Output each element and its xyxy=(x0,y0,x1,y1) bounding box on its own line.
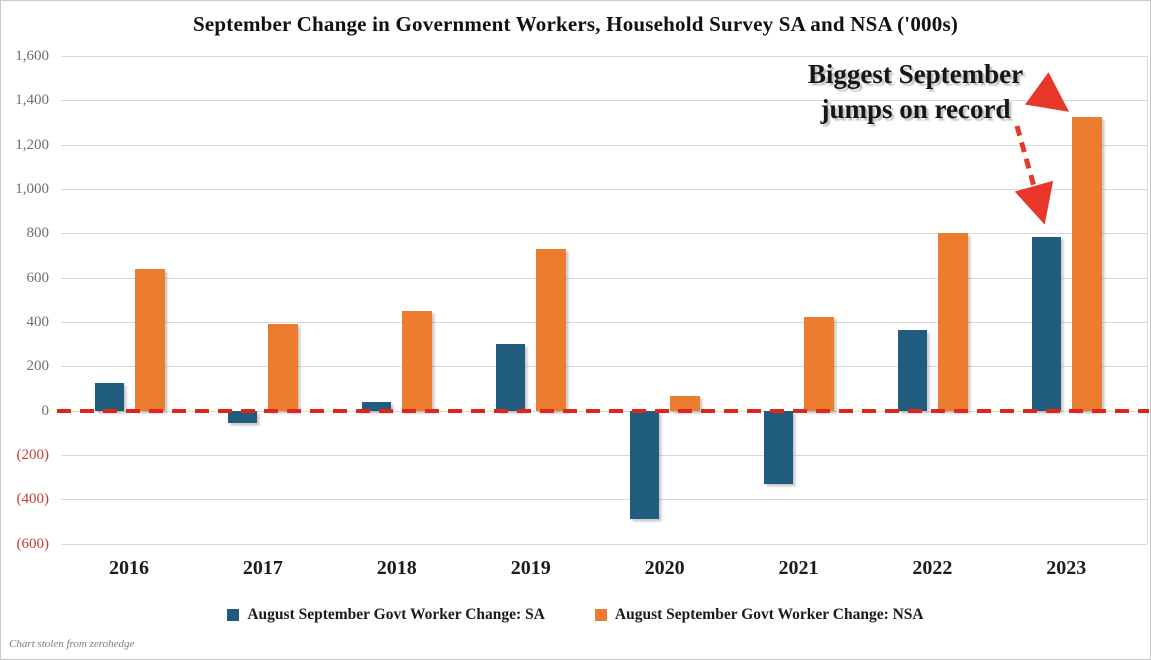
bar-2020-nsa xyxy=(670,396,701,411)
y-tick-0: 0 xyxy=(41,402,50,419)
bar-2022-sa xyxy=(897,329,927,411)
y-tick--200: (200) xyxy=(16,446,50,463)
gridline-1600 xyxy=(61,56,1147,57)
bar-2021-nsa xyxy=(804,317,834,411)
credit-text: Chart stolen from zerohedge xyxy=(9,638,135,650)
gridline--400 xyxy=(61,499,1147,501)
legend-item-nsa: August September Govt Worker Change: NSA xyxy=(594,606,924,624)
legend-label-nsa: August September Govt Worker Change: NSA xyxy=(614,606,924,623)
y-tick--600: (600) xyxy=(16,535,50,552)
bar-2020-sa xyxy=(630,410,660,520)
x-label-2021: 2021 xyxy=(778,557,819,579)
bar-2016-sa xyxy=(94,382,124,411)
x-label-2019: 2019 xyxy=(510,557,551,579)
y-tick-400: 400 xyxy=(26,313,50,330)
annotation-line1: Biggest September xyxy=(807,59,1024,89)
y-tick-200: 200 xyxy=(26,358,50,375)
gridline-1400 xyxy=(61,100,1147,102)
gridline-400 xyxy=(61,321,1147,323)
chart-title: September Change in Government Workers, … xyxy=(192,12,959,36)
bar-2017-sa xyxy=(228,410,258,423)
bar-2016-nsa xyxy=(134,268,165,411)
bar-2018-sa xyxy=(362,401,392,411)
legend-swatch-nsa-icon xyxy=(594,609,607,621)
annotation-line2: jumps on record xyxy=(820,94,1011,125)
x-label-2022: 2022 xyxy=(912,557,953,579)
bar-2019-sa xyxy=(496,344,526,411)
x-label-2017: 2017 xyxy=(242,557,283,579)
x-label-2020: 2020 xyxy=(644,557,685,579)
gridline-600 xyxy=(61,277,1147,279)
plot-right-border xyxy=(1147,56,1148,544)
x-label-2016: 2016 xyxy=(109,557,149,579)
legend-swatch-sa-icon xyxy=(227,609,240,621)
gridline--600 xyxy=(61,543,1147,545)
bar-2021-sa xyxy=(764,410,793,484)
bar-2019-nsa xyxy=(536,248,567,411)
gridline-800 xyxy=(61,233,1147,235)
y-tick-800: 800 xyxy=(26,225,50,242)
annotation-text: Biggest September jumps on record xyxy=(743,57,1088,127)
y-tick-1600: 1,600 xyxy=(15,48,49,64)
y-tick--400: (400) xyxy=(16,491,50,508)
y-tick-1400: 1,400 xyxy=(15,92,49,109)
y-tick-1200: 1,200 xyxy=(15,136,49,153)
gridline-1000 xyxy=(61,188,1147,190)
x-label-2023: 2023 xyxy=(1046,557,1087,579)
y-tick-600: 600 xyxy=(26,269,50,286)
legend: August September Govt Worker Change: SA … xyxy=(1,606,1150,624)
bar-2022-nsa xyxy=(937,233,968,411)
bar-2018-nsa xyxy=(402,310,433,411)
bar-2017-nsa xyxy=(268,324,299,411)
gridline--200 xyxy=(61,454,1147,456)
zero-dashed-line xyxy=(57,408,1149,413)
gridline-200 xyxy=(61,366,1147,368)
gridline-1200 xyxy=(61,144,1147,146)
bar-2023-sa xyxy=(1031,236,1061,411)
legend-item-sa: August September Govt Worker Change: SA xyxy=(227,606,545,624)
bar-2023-nsa xyxy=(1071,116,1102,411)
legend-label-sa: August September Govt Worker Change: SA xyxy=(247,606,545,623)
y-tick-1000: 1,000 xyxy=(15,180,49,197)
x-label-2018: 2018 xyxy=(376,557,417,579)
